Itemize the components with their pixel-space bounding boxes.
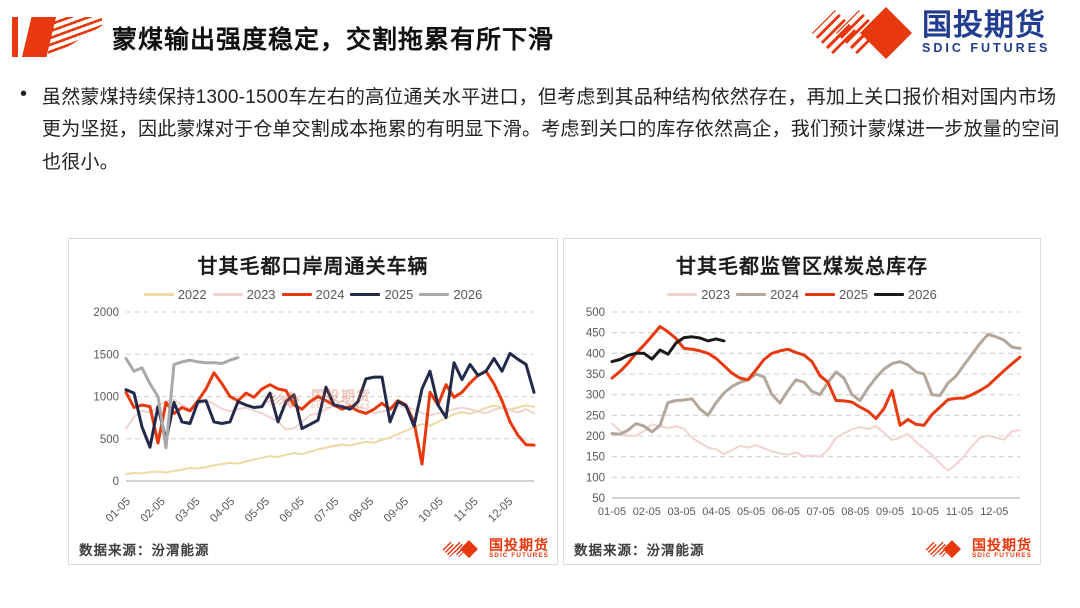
footer-diamond-icon: [441, 540, 479, 559]
legend-item-2023: 2023: [212, 286, 276, 302]
legend-label: 2025: [839, 286, 868, 302]
right-chart-source: 数据来源：汾渭能源: [574, 543, 705, 559]
legend-label: 2026: [453, 286, 483, 302]
right-chart-panel: 甘其毛都监管区煤炭总库存 2023 2024 2025 2026 50 100 150 20…: [563, 238, 1041, 565]
x-tick-label: 08-05: [347, 496, 376, 525]
x-tick-label: 12-05: [486, 496, 515, 525]
x-tick-label: 05-05: [737, 506, 765, 518]
y-tick-label: 400: [586, 348, 605, 360]
legend-item-2024: 2024: [281, 286, 345, 302]
x-tick-label: 11-05: [946, 506, 973, 518]
legend-swatch: [736, 292, 767, 296]
x-tick-label: 05-05: [243, 496, 272, 525]
x-tick-label: 12-05: [980, 506, 1008, 518]
x-tick-label: 03-05: [667, 506, 695, 518]
left-chart-source: 数据来源：汾渭能源: [79, 543, 210, 559]
x-tick-label: 10-05: [911, 506, 939, 518]
legend-label: 2024: [315, 286, 345, 302]
legend-label: 2024: [770, 286, 799, 302]
y-tick-label: 350: [586, 369, 605, 381]
x-tick-label: 01-05: [104, 496, 133, 525]
x-tick-label: 04-05: [702, 506, 730, 518]
y-tick-label: 250: [586, 410, 605, 422]
legend-item-2026: 2026: [419, 287, 482, 302]
x-tick-label: 03-05: [173, 496, 202, 525]
y-tick-label: 300: [586, 390, 605, 402]
series-line-2025: [610, 325, 1022, 427]
y-tick-label: 150: [586, 452, 605, 464]
left-chart-legend: 2022 2023 2024 2025 2026: [69, 286, 557, 302]
series-line-2025: [124, 351, 536, 449]
legend-item-2026: 2026: [873, 286, 937, 302]
legend-item-2023: 2023: [667, 287, 730, 302]
y-tick-label: 450: [586, 328, 605, 340]
summary-text: 虽然蒙煤持续保持1300-1500车左右的高位通关水平进口，但考虑到其品种结构依…: [42, 87, 1060, 173]
series-line-2026: [124, 356, 240, 450]
series-line-2024: [610, 332, 1022, 436]
x-tick-label: 02-05: [633, 506, 661, 518]
y-tick-label: 2000: [93, 307, 119, 319]
y-tick-label: 500: [100, 434, 119, 446]
summary-paragraph: • 虽然蒙煤持续保持1300-1500车左右的高位通关水平进口，但考虑到其品种结…: [20, 82, 1064, 179]
hatch-bar: [12, 17, 18, 57]
legend-swatch: [281, 292, 312, 296]
legend-swatch: [667, 292, 698, 296]
legend-label: 2023: [246, 286, 276, 302]
legend-item-2025: 2025: [350, 287, 413, 302]
left-chart-footer-logo: 国投期货 SDIC FUTURES: [441, 538, 549, 560]
legend-swatch: [143, 292, 174, 296]
brand-hatch-icon: [12, 16, 102, 58]
legend-swatch: [419, 292, 450, 296]
series-line-2023: [611, 422, 1021, 472]
x-tick-label: 06-05: [772, 506, 800, 518]
legend-item-2025: 2025: [805, 287, 868, 302]
series-line-2024: [124, 369, 536, 466]
left-chart-svg: 0 500 1000 1500 2000 01-05 02-05 03-05 04-05 05-0…: [93, 307, 536, 525]
logo-name-cn: 国投期货: [922, 9, 1046, 43]
right-chart-svg: 50 100 150 200 250 300 350 400 450 500 01-05 02-05 0…: [586, 307, 1022, 518]
y-tick-label: 1500: [93, 349, 119, 361]
company-logo: 国投期货 SDIC FUTURES: [812, 6, 1050, 60]
left-chart-panel: 甘其毛都口岸周通关车辆 2022 2023 2024 2025 2026 0 500 100…: [68, 238, 558, 565]
x-tick-label: 02-05: [139, 496, 168, 525]
legend-label: 2025: [384, 286, 414, 302]
bullet-marker: •: [20, 83, 28, 105]
legend-swatch: [873, 292, 904, 296]
x-tick-label: 10-05: [417, 496, 446, 525]
y-tick-label: 1000: [93, 392, 119, 404]
x-tick-label: 06-05: [278, 496, 307, 525]
y-tick-label: 200: [586, 431, 605, 443]
page-title: 蒙煤输出强度稳定，交割拖累有所下滑: [112, 26, 555, 54]
footer-diamond-icon: [924, 540, 962, 559]
logo-name-en: SDIC FUTURES: [922, 40, 1051, 55]
x-tick-label: 11-05: [452, 496, 481, 525]
logo-diamond-icon: [812, 6, 912, 60]
x-tick-label: 09-05: [876, 506, 904, 518]
y-tick-label: 500: [586, 307, 605, 319]
right-chart-legend: 2023 2024 2025 2026: [564, 286, 1040, 302]
right-chart-title: 甘其毛都监管区煤炭总库存: [676, 256, 928, 278]
y-tick-label: 100: [586, 472, 605, 484]
x-tick-label: 07-05: [312, 496, 341, 525]
legend-swatch: [212, 292, 243, 296]
legend-item-2024: 2024: [736, 287, 799, 302]
legend-swatch: [805, 292, 835, 296]
series-line-2022: [125, 404, 535, 476]
x-tick-label: 09-05: [382, 496, 411, 525]
legend-label: 2026: [907, 286, 937, 302]
right-chart-footer-logo: 国投期货 SDIC FUTURES: [924, 538, 1032, 560]
x-tick-label: 01-05: [598, 506, 626, 518]
legend-label: 2023: [701, 286, 731, 302]
legend-swatch: [350, 292, 381, 296]
y-tick-label: 50: [592, 493, 605, 505]
left-chart-title: 甘其毛都口岸周通关车辆: [197, 256, 429, 278]
y-tick-label: 0: [113, 476, 119, 488]
legend-label: 2022: [177, 286, 207, 302]
x-tick-label: 08-05: [841, 506, 869, 518]
series-line-2026: [610, 335, 726, 364]
hatch-stripes: [48, 17, 102, 57]
legend-item-2022: 2022: [143, 286, 207, 302]
x-tick-label: 04-05: [208, 496, 237, 525]
x-tick-label: 07-05: [806, 506, 834, 518]
